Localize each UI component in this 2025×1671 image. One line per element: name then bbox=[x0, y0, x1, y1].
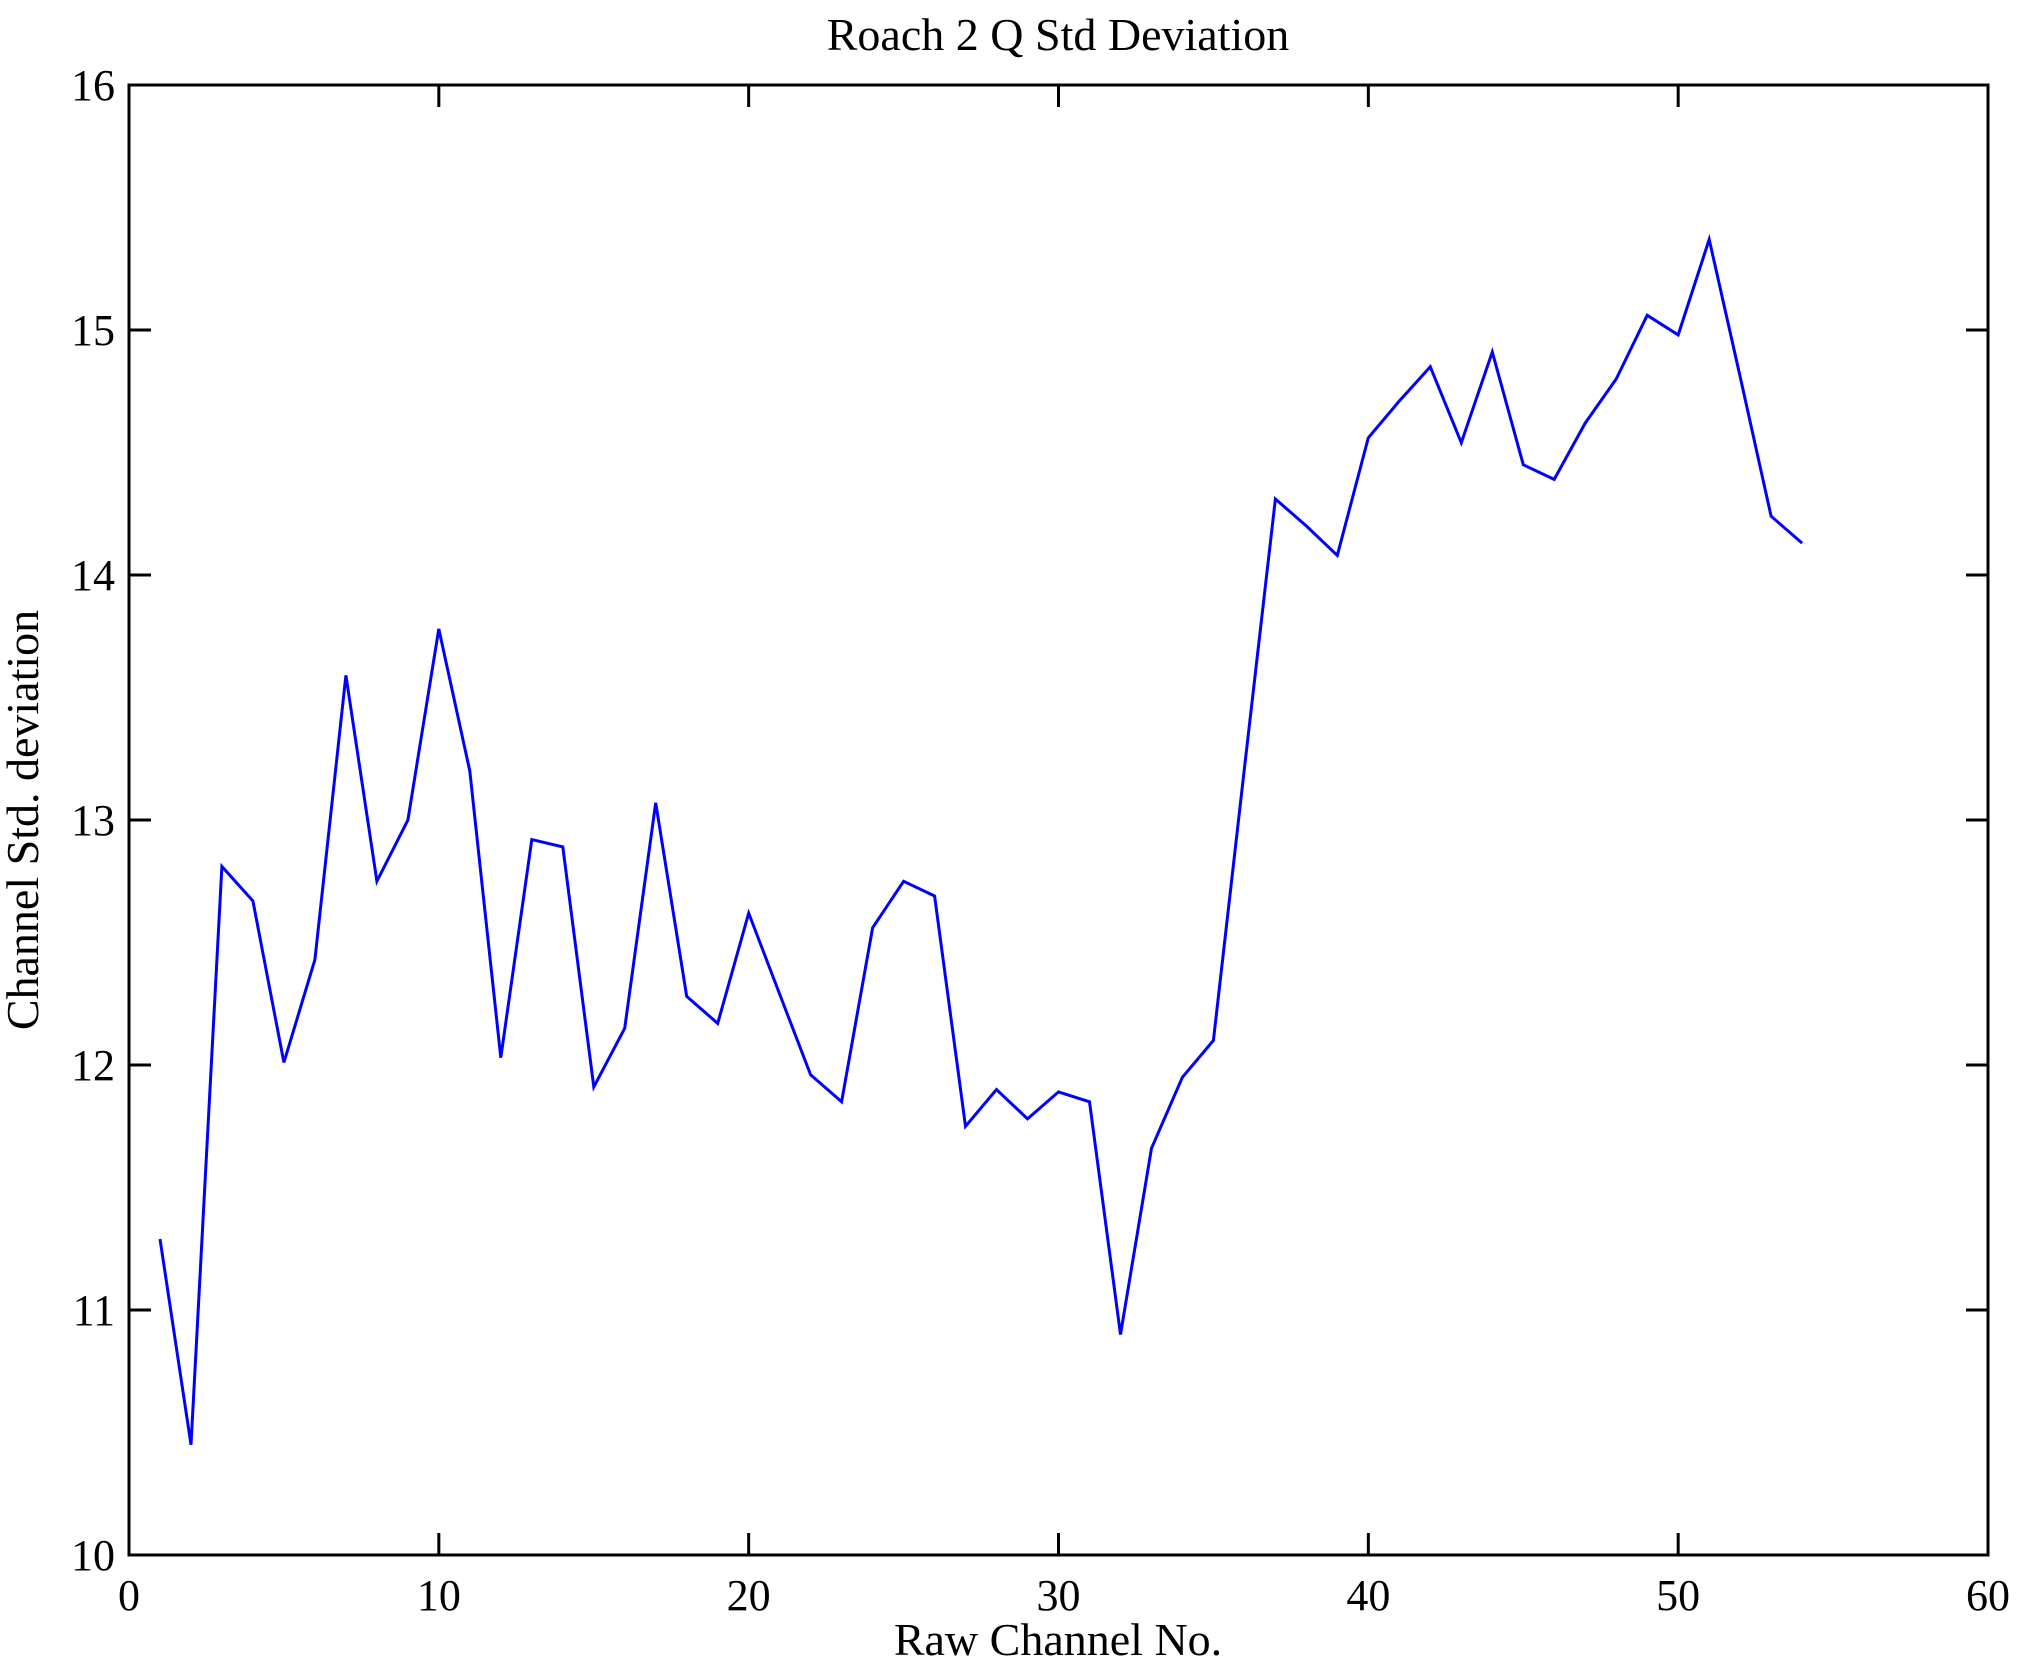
x-tick-label: 10 bbox=[417, 1571, 461, 1620]
y-tick-label: 16 bbox=[71, 61, 115, 110]
x-tick-label: 50 bbox=[1656, 1571, 1700, 1620]
axes-box bbox=[127, 83, 1990, 1557]
data-series-line bbox=[158, 233, 1804, 1446]
x-tick-label: 30 bbox=[1037, 1571, 1081, 1620]
y-tick-label: 14 bbox=[71, 551, 115, 600]
x-tick-label: 40 bbox=[1346, 1571, 1390, 1620]
y-tick-label: 11 bbox=[73, 1286, 115, 1335]
x-tick-label: 20 bbox=[727, 1571, 771, 1620]
y-tick-label: 10 bbox=[71, 1531, 115, 1580]
chart-title: Roach 2 Q Std Deviation bbox=[827, 9, 1290, 60]
y-tick-label: 12 bbox=[71, 1041, 115, 1090]
x-tick-label: 60 bbox=[1966, 1571, 2010, 1620]
y-axis-label: Channel Std. deviation bbox=[0, 610, 48, 1030]
y-tick-label: 13 bbox=[71, 796, 115, 845]
x-axis-label: Raw Channel No. bbox=[894, 1614, 1222, 1665]
y-tick-label: 15 bbox=[71, 306, 115, 355]
x-tick-label: 0 bbox=[118, 1571, 140, 1620]
